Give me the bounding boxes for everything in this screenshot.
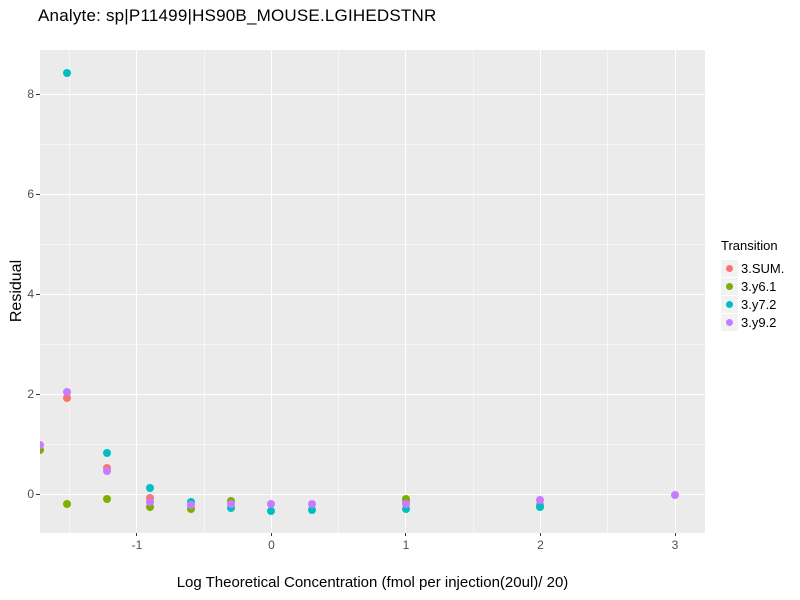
minor-gridline: [40, 243, 705, 245]
y-tick-mark: [36, 393, 40, 395]
major-gridline: [539, 50, 541, 533]
x-axis-title: Log Theoretical Concentration (fmol per …: [176, 574, 569, 591]
x-tick-mark: [539, 533, 541, 536]
data-point: [40, 441, 45, 449]
legend-label: 3.y7.2: [741, 297, 777, 312]
minor-gridline: [607, 50, 609, 533]
major-gridline: [136, 50, 138, 533]
data-point: [146, 502, 155, 511]
major-gridline: [405, 50, 407, 533]
data-point: [401, 499, 410, 508]
legend-item: 3.y6.1: [716, 278, 800, 295]
data-point: [227, 500, 236, 508]
data-point: [401, 495, 410, 503]
legend-key: [721, 314, 738, 331]
data-point: [103, 494, 112, 503]
data-point: [307, 499, 316, 508]
y-axis-title: Residual: [8, 259, 25, 323]
y-tick-label: 2: [27, 387, 34, 401]
minor-gridline: [338, 50, 340, 533]
legend-item: 3.y7.2: [716, 296, 800, 313]
data-point: [63, 499, 72, 508]
minor-gridline: [69, 50, 71, 533]
data-point: [536, 503, 545, 511]
minor-gridline: [203, 50, 205, 533]
legend: Transition 3.SUM. 3.y6.1 3.y7.2 3.y9.2: [716, 238, 800, 332]
data-point: [63, 387, 72, 396]
y-tick-mark: [36, 193, 40, 195]
data-point: [40, 446, 45, 454]
data-point: [146, 497, 155, 506]
y-tick-mark: [36, 493, 40, 495]
x-tick-label: 0: [268, 538, 275, 552]
minor-gridline: [472, 50, 474, 533]
major-gridline: [40, 393, 705, 395]
x-tick-label: 1: [402, 538, 410, 552]
major-gridline: [270, 50, 272, 533]
data-point: [267, 506, 276, 515]
data-point: [146, 483, 155, 492]
data-point: [186, 505, 195, 513]
data-point: [103, 466, 112, 475]
major-gridline: [40, 193, 705, 195]
y-tick-label: 6: [27, 187, 34, 201]
series-dot-icon: [726, 283, 733, 290]
data-point: [63, 393, 72, 402]
legend-title: Transition: [721, 238, 778, 253]
legend-key: [721, 278, 738, 295]
legend-key: [721, 296, 738, 313]
series-dot-icon: [726, 319, 733, 326]
data-point: [671, 491, 679, 499]
x-tick-mark: [674, 533, 676, 536]
minor-gridline: [40, 443, 705, 445]
x-tick-mark: [270, 533, 272, 536]
data-point: [267, 500, 276, 508]
y-tick-label: 0: [27, 487, 34, 501]
y-tick-label: 4: [27, 287, 34, 301]
data-point: [401, 504, 410, 513]
major-gridline: [674, 50, 676, 533]
legend-label: 3.y6.1: [741, 279, 777, 294]
legend-item: 3.y9.2: [716, 314, 800, 331]
plot-title: Analyte: sp|P11499|HS90B_MOUSE.LGIHEDSTN…: [38, 6, 437, 25]
legend-label: 3.SUM.: [741, 261, 785, 276]
x-tick-label: 2: [537, 538, 544, 552]
data-point: [103, 449, 112, 457]
legend-item: 3.SUM.: [716, 260, 800, 277]
y-tick-label: 8: [27, 87, 34, 101]
data-point: [63, 69, 72, 77]
major-gridline: [40, 293, 705, 295]
x-tick-label: -1: [131, 538, 143, 552]
x-tick-label: 3: [671, 538, 679, 552]
series-dot-icon: [726, 301, 733, 308]
minor-gridline: [40, 143, 705, 145]
plot-panel: [40, 50, 705, 533]
series-dot-icon: [726, 265, 733, 272]
legend-label: 3.y9.2: [741, 315, 777, 330]
major-gridline: [40, 493, 705, 495]
y-tick-mark: [36, 293, 40, 295]
legend-key: [721, 260, 738, 277]
x-tick-mark: [136, 533, 138, 536]
x-tick-mark: [405, 533, 407, 536]
data-point: [186, 501, 195, 509]
y-tick-mark: [36, 93, 40, 95]
minor-gridline: [40, 343, 705, 345]
data-point: [536, 495, 545, 504]
major-gridline: [40, 93, 705, 95]
data-point: [307, 505, 316, 514]
